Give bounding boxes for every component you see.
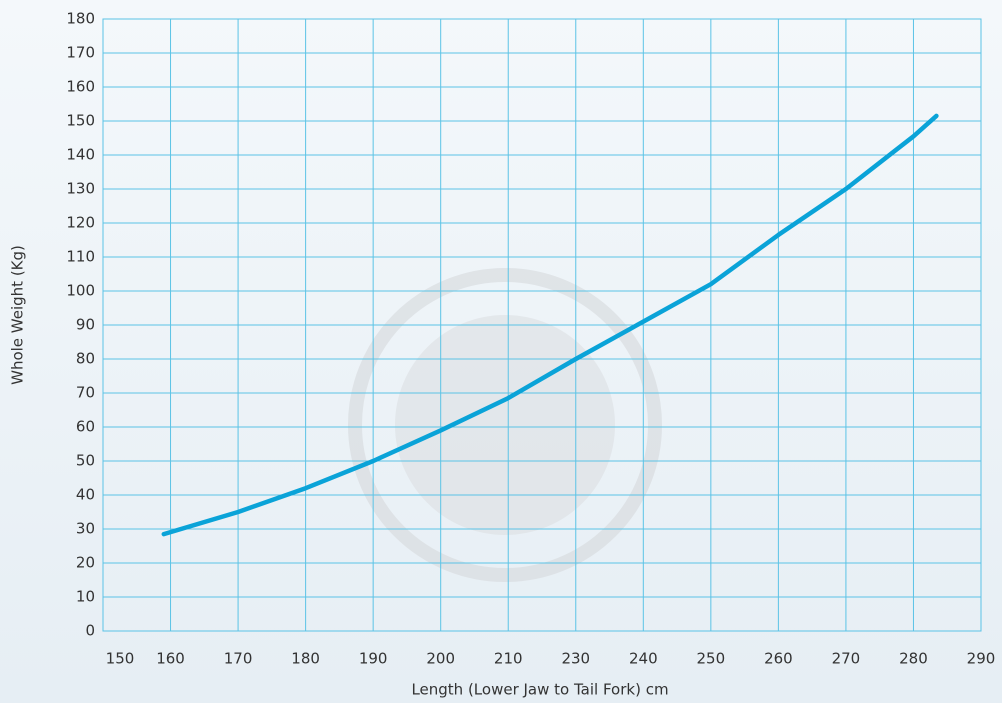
watermark: [348, 268, 662, 582]
y-tick-label: 70: [76, 384, 95, 402]
x-tick-label: 260: [764, 650, 793, 668]
x-axis-title: Length (Lower Jaw to Tail Fork) cm: [411, 681, 668, 699]
x-tick-label: 200: [426, 650, 455, 668]
y-tick-label: 100: [66, 282, 95, 300]
y-tick-label: 50: [76, 452, 95, 470]
data-line: [161, 113, 939, 537]
y-tick-label: 60: [76, 418, 95, 436]
y-tick-label: 80: [76, 350, 95, 368]
y-tick-label: 160: [66, 78, 95, 96]
y-tick-label: 40: [76, 486, 95, 504]
x-tick-label: 150: [106, 650, 135, 668]
y-tick-label: 0: [85, 622, 95, 640]
y-tick-label: 180: [66, 10, 95, 28]
y-tick-label: 150: [66, 112, 95, 130]
y-tick-label: 20: [76, 554, 95, 572]
x-tick-label: 170: [224, 650, 253, 668]
x-tick-label: 230: [561, 650, 590, 668]
x-tick-label: 180: [291, 650, 320, 668]
y-tick-label: 30: [76, 520, 95, 538]
y-tick-label: 110: [66, 248, 95, 266]
y-tick-label: 10: [76, 588, 95, 606]
y-axis-title: Whole Weight (Kg): [9, 245, 27, 385]
x-tick-label: 280: [899, 650, 928, 668]
x-tick-label: 160: [156, 650, 185, 668]
x-tick-label: 270: [832, 650, 861, 668]
x-tick-label: 190: [359, 650, 388, 668]
x-tick-label: 210: [494, 650, 523, 668]
watermark: [395, 315, 615, 535]
y-tick-label: 120: [66, 214, 95, 232]
y-tick-label: 130: [66, 180, 95, 198]
y-tick-label: 90: [76, 316, 95, 334]
y-tick-label: 140: [66, 146, 95, 164]
y-tick-label: 170: [66, 44, 95, 62]
x-tick-label: 290: [967, 650, 996, 668]
x-tick-label: 240: [629, 650, 658, 668]
x-tick-label: 250: [697, 650, 726, 668]
